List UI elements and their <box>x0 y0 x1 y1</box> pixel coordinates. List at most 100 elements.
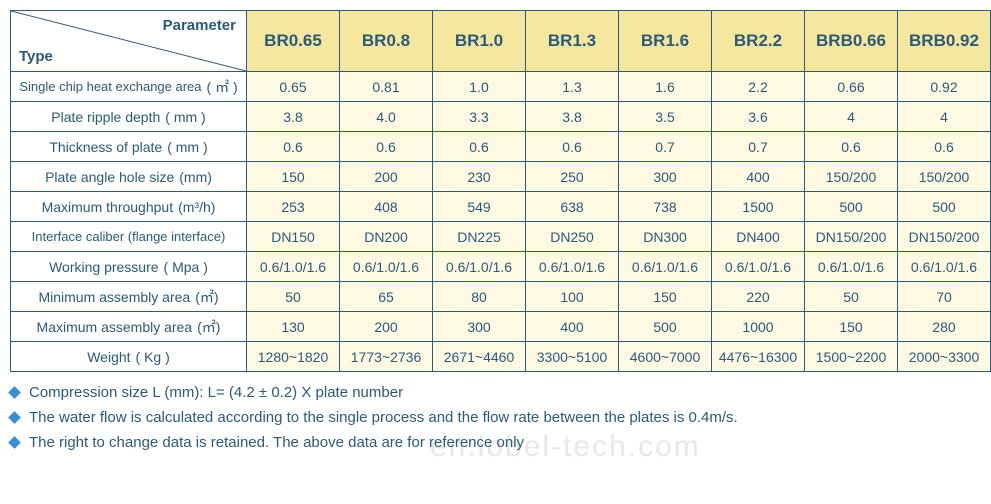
data-cell: DN150 <box>247 222 340 252</box>
type-label: Type <box>19 48 53 65</box>
row-label: Working pressure( Mpa ) <box>11 252 247 282</box>
data-cell: 300 <box>619 162 712 192</box>
data-cell: 0.7 <box>712 132 805 162</box>
row-label: Maximum assembly area(㎡) <box>11 312 247 342</box>
column-header: BR0.8 <box>340 11 433 72</box>
table-row: Plate ripple depth( mm )3.84.03.33.83.53… <box>11 102 991 132</box>
row-label-unit: (㎡) <box>197 317 220 337</box>
row-label-text: Weight <box>87 349 130 365</box>
diamond-bullet-icon <box>8 436 21 449</box>
data-cell: 0.6 <box>805 132 898 162</box>
data-cell: 0.66 <box>805 72 898 102</box>
data-cell: 500 <box>805 192 898 222</box>
diamond-bullet-icon <box>8 411 21 424</box>
table-row: Single chip heat exchange area ( ㎡ ) 0.65 0… <box>11 72 991 102</box>
data-cell: 4.0 <box>340 102 433 132</box>
table-row: Working pressure( Mpa )0.6/1.0/1.60.6/1.… <box>11 252 991 282</box>
column-header: BR1.6 <box>619 11 712 72</box>
note-line: The water flow is calculated according t… <box>10 409 981 426</box>
data-cell: 150 <box>805 312 898 342</box>
row-label-text: Plate ripple depth <box>51 109 160 125</box>
row-label-text: Maximum assembly area <box>37 319 193 335</box>
data-cell: DN150/200 <box>805 222 898 252</box>
data-cell: 300 <box>433 312 526 342</box>
data-cell: 400 <box>712 162 805 192</box>
row-label: Minimum assembly area(㎡) <box>11 282 247 312</box>
data-cell: 50 <box>247 282 340 312</box>
diamond-bullet-icon <box>8 386 21 399</box>
data-cell: 0.92 <box>898 72 991 102</box>
data-cell: 0.6 <box>898 132 991 162</box>
data-cell: 2000~3300 <box>898 342 991 372</box>
data-cell: 0.6/1.0/1.6 <box>340 252 433 282</box>
data-cell: DN150/200 <box>898 222 991 252</box>
row-label-unit: ( ㎡ ) <box>207 77 238 97</box>
row-label-text: Interface caliber (flange interface) <box>32 229 226 244</box>
data-cell: 150/200 <box>805 162 898 192</box>
column-header: BR1.0 <box>433 11 526 72</box>
row-label: Interface caliber (flange interface) <box>11 222 247 252</box>
row-label-text: Working pressure <box>49 259 158 275</box>
row-label-unit: ( mm ) <box>167 139 207 155</box>
data-cell: 3.8 <box>526 102 619 132</box>
table-row: Maximum assembly area(㎡)1302003004005001… <box>11 312 991 342</box>
data-cell: DN300 <box>619 222 712 252</box>
row-label: Single chip heat exchange area ( ㎡ ) <box>11 72 247 102</box>
note-text: The right to change data is retained. Th… <box>29 434 524 451</box>
data-cell: 0.6/1.0/1.6 <box>433 252 526 282</box>
data-cell: 3.8 <box>247 102 340 132</box>
row-label: Thickness of plate ( mm ) <box>11 132 247 162</box>
row-label-text: Thickness of plate <box>49 139 162 155</box>
row-label-unit: ( Kg ) <box>136 349 170 365</box>
data-cell: 1280~1820 <box>247 342 340 372</box>
data-cell: 70 <box>898 282 991 312</box>
table-row: Plate angle hole size(mm)150200230250300… <box>11 162 991 192</box>
data-cell: DN250 <box>526 222 619 252</box>
data-cell: 0.6/1.0/1.6 <box>619 252 712 282</box>
data-cell: 3.3 <box>433 102 526 132</box>
data-cell: 1000 <box>712 312 805 342</box>
data-cell: 253 <box>247 192 340 222</box>
data-cell: 1.3 <box>526 72 619 102</box>
data-cell: 1500~2200 <box>805 342 898 372</box>
row-label: Plate angle hole size (mm) <box>11 162 247 192</box>
data-cell: 0.6/1.0/1.6 <box>712 252 805 282</box>
data-cell: 3300~5100 <box>526 342 619 372</box>
row-label-unit: ( mm ) <box>165 109 205 125</box>
data-cell: 0.6 <box>247 132 340 162</box>
row-label-text: Plate angle hole size <box>45 169 174 185</box>
data-cell: 500 <box>619 312 712 342</box>
data-cell: 0.6 <box>340 132 433 162</box>
row-label: Weight ( Kg ) <box>11 342 247 372</box>
data-cell: 4 <box>805 102 898 132</box>
note-text: Compression size L (mm): L= (4.2 ± 0.2) … <box>29 384 403 401</box>
column-header: BR0.65 <box>247 11 340 72</box>
data-cell: 250 <box>526 162 619 192</box>
header-row: Parameter Type BR0.65BR0.8BR1.0BR1.3BR1.… <box>11 11 991 72</box>
row-label: Maximum throughput(m³/h) <box>11 192 247 222</box>
data-cell: DN225 <box>433 222 526 252</box>
data-cell: 80 <box>433 282 526 312</box>
parameter-label: Parameter <box>163 17 236 34</box>
data-cell: 0.65 <box>247 72 340 102</box>
row-label-unit: (mm) <box>179 169 212 185</box>
data-cell: 200 <box>340 162 433 192</box>
column-header: BRB0.92 <box>898 11 991 72</box>
table-row: Interface caliber (flange interface) DN15… <box>11 222 991 252</box>
data-cell: 150 <box>247 162 340 192</box>
column-header: BRB0.66 <box>805 11 898 72</box>
data-cell: 400 <box>526 312 619 342</box>
column-header: BR2.2 <box>712 11 805 72</box>
note-text: The water flow is calculated according t… <box>29 409 738 426</box>
data-cell: 3.6 <box>712 102 805 132</box>
data-cell: 0.6 <box>433 132 526 162</box>
data-cell: 4 <box>898 102 991 132</box>
data-cell: 408 <box>340 192 433 222</box>
data-cell: 4476~16300 <box>712 342 805 372</box>
data-cell: 280 <box>898 312 991 342</box>
row-label-text: Single chip heat exchange area <box>19 79 201 94</box>
data-cell: 0.6/1.0/1.6 <box>898 252 991 282</box>
table-row: Minimum assembly area(㎡)5065801001502205… <box>11 282 991 312</box>
corner-cell: Parameter Type <box>11 11 247 72</box>
data-cell: DN200 <box>340 222 433 252</box>
